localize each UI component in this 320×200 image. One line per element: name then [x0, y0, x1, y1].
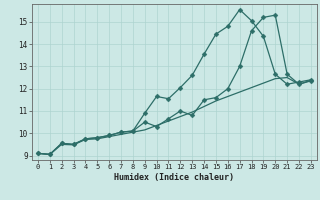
- X-axis label: Humidex (Indice chaleur): Humidex (Indice chaleur): [115, 173, 234, 182]
